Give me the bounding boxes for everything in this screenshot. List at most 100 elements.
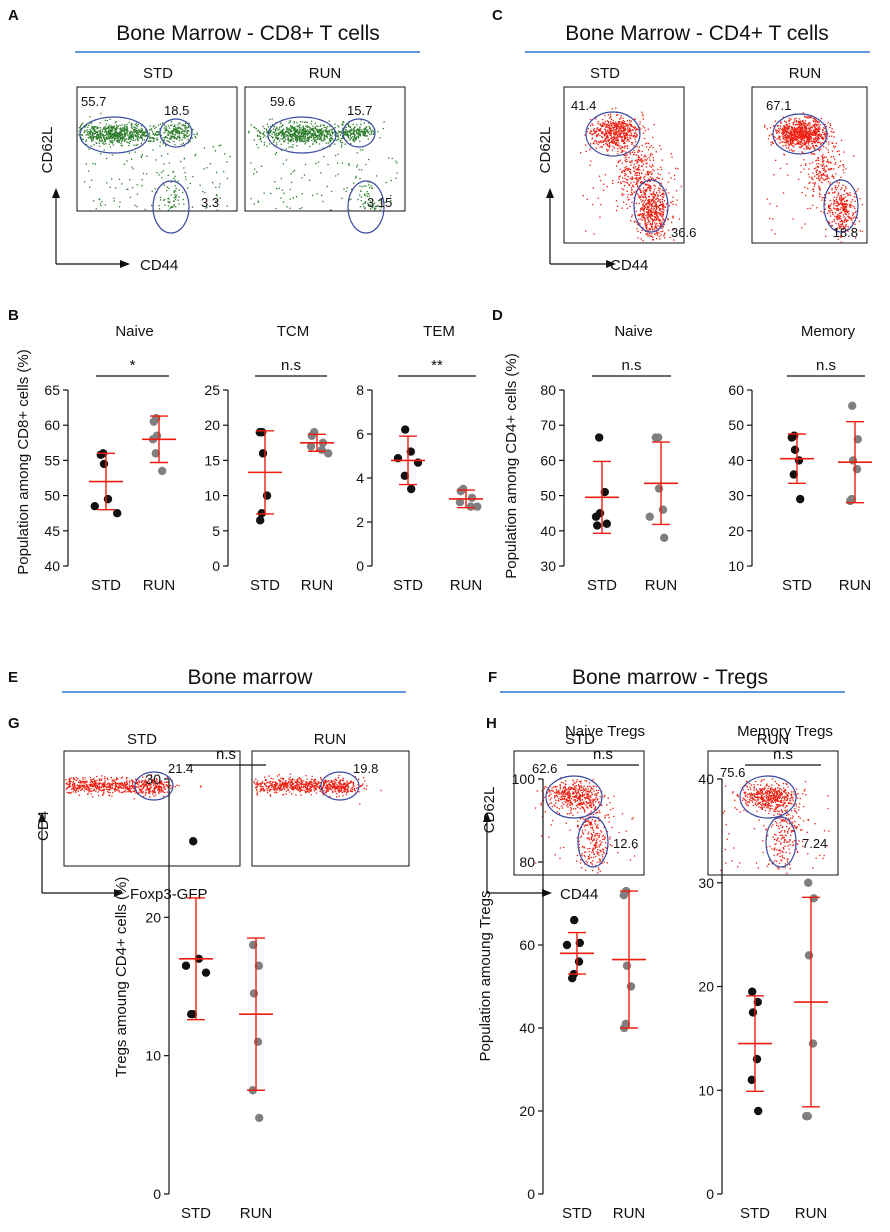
flow-event-dot	[799, 127, 802, 129]
flow-event-dot	[136, 125, 138, 127]
flow-event-dot	[293, 140, 295, 142]
flow-event-dot	[164, 124, 166, 126]
flow-event-dot	[641, 150, 643, 153]
flow-event-dot	[72, 786, 75, 788]
flow-event-dot	[123, 129, 125, 131]
flow-event-dot	[593, 143, 595, 145]
flow-event-dot	[93, 144, 95, 146]
flow-event-dot	[297, 139, 299, 141]
flow-event-dot	[661, 213, 663, 215]
flow-event-dot	[173, 171, 175, 173]
flow-event-dot	[656, 234, 658, 236]
flow-event-dot	[793, 129, 795, 131]
flow-event-dot	[274, 181, 276, 183]
flow-event-dot	[288, 146, 290, 148]
flow-event-dot	[639, 178, 641, 180]
flow-event-dot	[618, 176, 620, 178]
flow-event-dot	[834, 185, 837, 187]
flow-event-dot	[805, 146, 807, 149]
flow-event-dot	[132, 187, 134, 189]
flow-event-dot	[603, 122, 605, 124]
flow-event-dot	[311, 128, 313, 130]
flow-event-dot	[644, 217, 646, 220]
flow-event-dot	[68, 780, 70, 783]
flow-event-dot	[801, 151, 803, 153]
flow-event-dot	[835, 205, 837, 207]
flow-event-dot	[359, 185, 361, 187]
flow-event-dot	[656, 232, 659, 234]
flow-event-dot	[783, 129, 785, 131]
flow-event-dot	[844, 185, 847, 188]
flow-event-dot	[294, 137, 297, 139]
flow-event-dot	[84, 126, 86, 128]
flow-event-dot	[88, 124, 90, 126]
flow-event-dot	[284, 131, 286, 133]
flow-event-dot	[173, 191, 175, 193]
flow-event-dot	[295, 134, 297, 137]
flow-event-dot	[291, 134, 293, 136]
flow-event-dot	[643, 193, 645, 195]
flow-event-dot	[652, 221, 654, 223]
flow-event-dot	[93, 200, 95, 202]
flow-event-dot	[621, 193, 623, 195]
flow-event-dot	[847, 194, 849, 197]
flow-event-dot	[349, 129, 352, 131]
flow-event-dot	[808, 125, 811, 127]
flow-event-dot	[776, 130, 778, 132]
flow-event-dot	[624, 127, 626, 129]
flow-event-dot	[101, 139, 103, 141]
flow-event-dot	[842, 204, 844, 206]
flow-event-dot	[307, 139, 309, 142]
flow-event-dot	[157, 131, 159, 133]
flow-event-dot	[344, 131, 346, 133]
flow-event-dot	[653, 196, 656, 198]
flow-event-dot	[641, 159, 643, 161]
flow-event-dot	[214, 150, 216, 152]
flow-event-dot	[648, 187, 650, 190]
flow-event-dot	[287, 129, 289, 131]
flow-event-dot	[303, 131, 305, 133]
flow-event-dot	[334, 131, 336, 133]
flow-event-dot	[335, 175, 337, 177]
flow-event-dot	[369, 127, 371, 129]
flow-event-dot	[797, 141, 799, 143]
flow-event-dot	[663, 223, 665, 225]
flow-event-dot	[635, 129, 637, 131]
flow-event-dot	[327, 163, 329, 166]
flow-event-dot	[326, 128, 328, 130]
flow-event-dot	[180, 143, 183, 145]
flow-event-dot	[96, 134, 98, 136]
flow-event-dot	[841, 203, 843, 205]
flow-event-dot	[616, 143, 618, 145]
flow-event-dot	[352, 123, 354, 126]
flow-event-dot	[72, 787, 74, 789]
flow-event-dot	[835, 216, 837, 218]
flow-event-dot	[813, 131, 816, 134]
flow-event-dot	[622, 180, 624, 183]
flow-event-dot	[226, 161, 228, 163]
flow-event-dot	[116, 789, 118, 791]
flow-event-dot	[111, 139, 113, 141]
flow-event-dot	[212, 181, 214, 184]
flow-event-dot	[582, 195, 584, 197]
flow-event-dot	[652, 159, 655, 161]
flow-event-dot	[124, 786, 126, 788]
flow-event-dot	[611, 126, 613, 128]
flow-event-dot	[650, 188, 652, 190]
flow-event-dot	[829, 168, 831, 170]
flow-event-dot	[124, 781, 126, 783]
flow-event-dot	[136, 135, 138, 137]
flow-event-dot	[107, 778, 109, 781]
flow-event-dot	[804, 186, 806, 188]
flow-event-dot	[115, 128, 117, 130]
flow-event-dot	[842, 229, 844, 231]
flow-event-dot	[805, 126, 807, 128]
flow-event-dot	[149, 134, 151, 136]
flow-event-dot	[649, 189, 651, 191]
flow-event-dot	[362, 203, 364, 205]
flow-event-dot	[807, 173, 810, 176]
flow-event-dot	[637, 230, 639, 232]
flow-event-dot	[635, 178, 638, 180]
flow-event-dot	[780, 122, 782, 124]
flow-event-dot	[771, 229, 773, 231]
